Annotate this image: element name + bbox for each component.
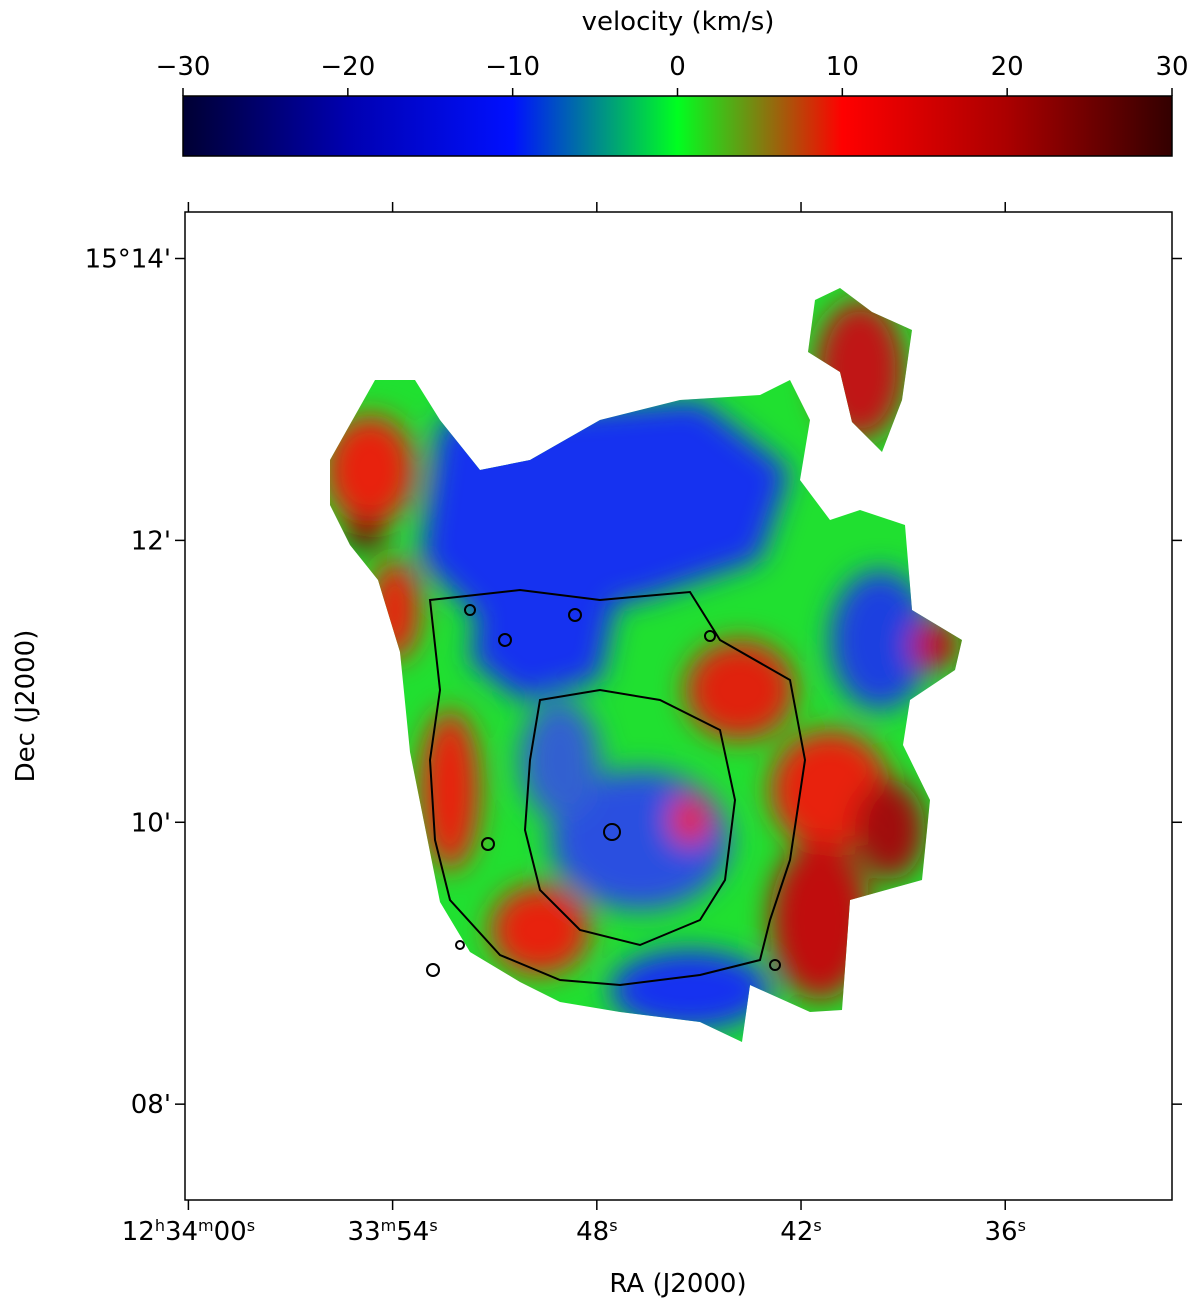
y-tick-label: 10' bbox=[131, 808, 171, 838]
x-tick-label: 12h34m00s bbox=[122, 1216, 255, 1248]
x-tick-label: 36s bbox=[985, 1216, 1026, 1248]
x-axis-label: RA (J2000) bbox=[609, 1269, 746, 1299]
y-tick-label: 08' bbox=[131, 1090, 171, 1120]
colorbar-tick-label: 20 bbox=[991, 52, 1024, 82]
x-tick-label: 42s bbox=[780, 1216, 821, 1248]
contours bbox=[426, 588, 807, 987]
colorbar bbox=[182, 95, 1173, 157]
y-tick-label: 15°14' bbox=[85, 245, 171, 275]
colorbar-tick-label: −10 bbox=[485, 52, 540, 82]
colorbar-label: velocity (km/s) bbox=[582, 7, 775, 37]
y-axis-label: Dec (J2000) bbox=[11, 630, 41, 783]
colorbar-tick-label: 30 bbox=[1155, 52, 1188, 82]
x-tick-label: 48s bbox=[576, 1216, 617, 1248]
colorbar-tick-label: 10 bbox=[826, 52, 859, 82]
colorbar-tick-label: −20 bbox=[320, 52, 375, 82]
colorbar-tick-label: −30 bbox=[156, 52, 211, 82]
y-tick-label: 12' bbox=[131, 526, 171, 556]
colorbar-tick-label: 0 bbox=[669, 52, 686, 82]
x-tick-label: 33m54s bbox=[348, 1216, 438, 1248]
